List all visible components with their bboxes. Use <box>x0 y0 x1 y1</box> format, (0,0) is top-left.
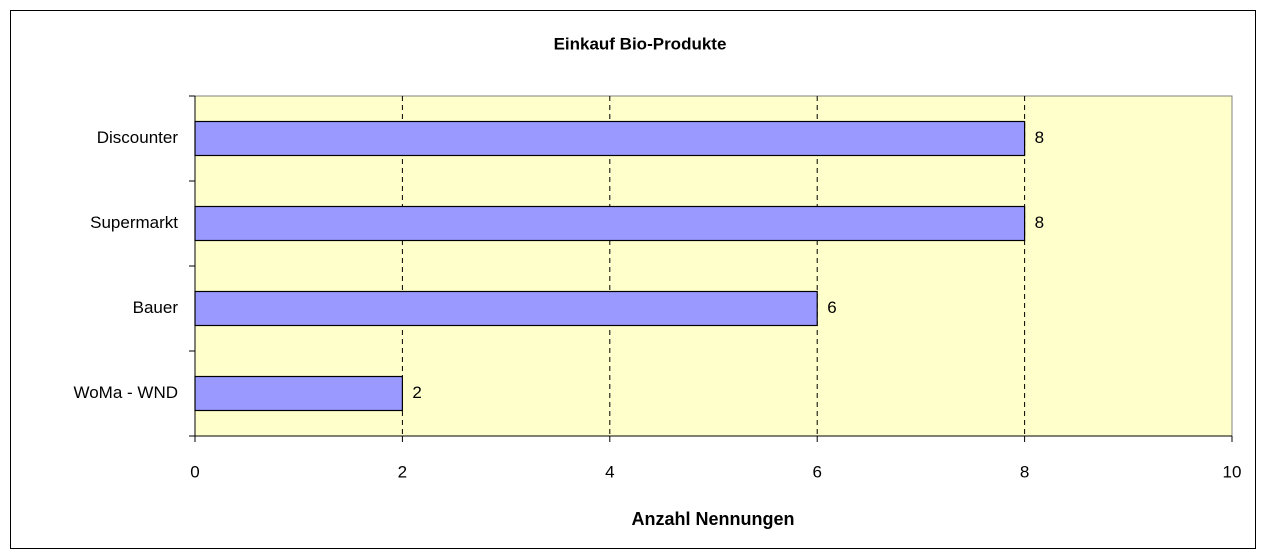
x-tick-label: 8 <box>1020 462 1029 481</box>
y-tick-label: Discounter <box>97 128 179 147</box>
x-tick-label: 6 <box>812 462 821 481</box>
data-label: 8 <box>1035 213 1044 232</box>
bar <box>194 205 1026 242</box>
x-tick-label: 2 <box>398 462 407 481</box>
bar <box>194 290 818 327</box>
chart-title: Einkauf Bio-Produkte <box>554 34 727 53</box>
data-label: 8 <box>1035 128 1044 147</box>
x-tick-label: 4 <box>605 462 614 481</box>
x-tick-label: 0 <box>190 462 199 481</box>
y-tick-label: WoMa - WND <box>73 383 178 402</box>
data-label: 2 <box>412 383 421 402</box>
y-tick-label: Supermarkt <box>90 213 178 232</box>
x-tick-label: 10 <box>1223 462 1242 481</box>
y-tick-label: Bauer <box>133 298 179 317</box>
data-label: 6 <box>827 298 836 317</box>
bar <box>194 375 403 412</box>
x-axis-label: Anzahl Nennungen <box>632 509 795 529</box>
bar <box>194 120 1026 157</box>
